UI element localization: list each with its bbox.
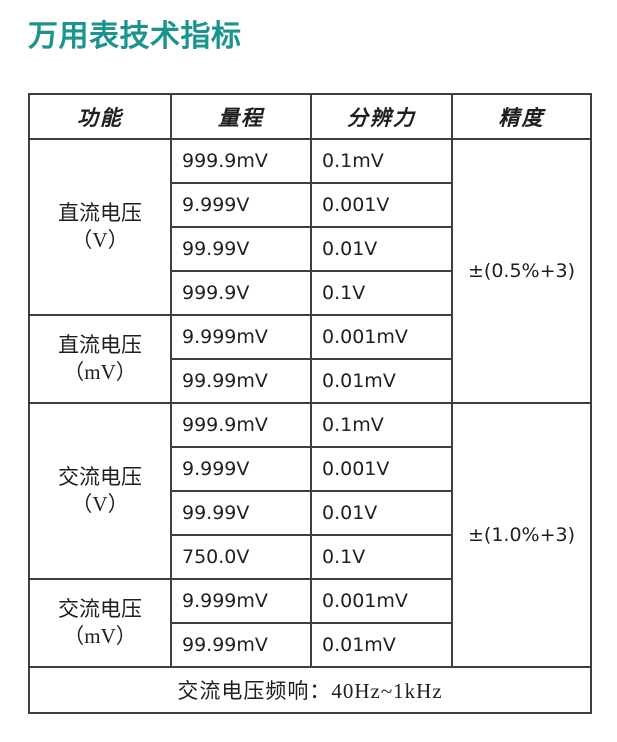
table-row: 99.99V 0.01V <box>29 490 591 536</box>
resolution-cell: 0.1mV <box>310 138 453 184</box>
table-row: 999.9V 0.1V <box>29 270 591 316</box>
table-row: 交流电压 （V） 999.9mV 0.1mV ±(1.0%+3) <box>28 402 592 668</box>
table-row: 99.99mV 0.01mV <box>29 622 591 668</box>
table-row: 9.999V 0.001V <box>29 182 591 228</box>
table-footer-row: 交流电压频响：40Hz~1kHz <box>28 666 592 714</box>
range-cell: 999.9mV <box>170 402 312 448</box>
header-range: 量程 <box>170 93 312 140</box>
resolution-cell: 0.1V <box>310 270 453 316</box>
table-row: 9.999V 0.001V <box>29 446 591 492</box>
header-accuracy: 精度 <box>451 93 592 140</box>
function-cell-dc-v: 直流电压 （V） <box>28 138 172 316</box>
range-cell: 9.999mV <box>170 578 312 624</box>
table-header-row: 功能 量程 分辨力 精度 <box>28 93 592 140</box>
table-row: 交流电压 （mV） 9.999mV 0.001mV <box>28 578 591 668</box>
range-cell: 9.999V <box>170 182 312 228</box>
header-function: 功能 <box>28 93 172 140</box>
resolution-cell: 0.1mV <box>310 402 453 448</box>
range-cell: 99.99V <box>170 226 312 272</box>
resolution-cell: 0.01mV <box>310 358 453 404</box>
range-cell: 99.99mV <box>170 358 312 404</box>
resolution-cell: 0.001mV <box>310 314 453 360</box>
function-name: 交流电压 <box>58 464 142 489</box>
resolution-cell: 0.1V <box>310 534 453 580</box>
range-cell: 999.9mV <box>170 138 312 184</box>
table-row: 99.99mV 0.01mV <box>29 358 591 404</box>
function-cell-dc-mv: 直流电压 （mV） <box>28 314 172 404</box>
table-row: 99.99V 0.01V <box>29 226 591 272</box>
resolution-cell: 0.01V <box>310 490 453 536</box>
function-unit: （V） <box>71 492 129 516</box>
function-name: 直流电压 <box>58 200 142 225</box>
resolution-cell: 0.01V <box>310 226 453 272</box>
resolution-cell: 0.001V <box>310 182 453 228</box>
table-row: 750.0V 0.1V <box>29 534 591 580</box>
function-name: 直流电压 <box>58 332 142 357</box>
resolution-cell: 0.001mV <box>310 578 453 624</box>
range-cell: 999.9V <box>170 270 312 316</box>
function-unit: （V） <box>71 228 129 252</box>
function-unit: （mV） <box>63 360 137 384</box>
function-unit: （mV） <box>63 624 137 648</box>
range-cell: 9.999mV <box>170 314 312 360</box>
header-resolution: 分辨力 <box>310 93 453 140</box>
range-cell: 99.99V <box>170 490 312 536</box>
function-name: 交流电压 <box>58 596 142 621</box>
resolution-cell: 0.01mV <box>310 622 453 668</box>
table-row: 直流电压 （V） 999.9mV 0.1mV ±(0.5%+3) <box>28 138 592 404</box>
accuracy-cell-ac: ±(1.0%+3) <box>451 402 592 668</box>
accuracy-cell-dc: ±(0.5%+3) <box>451 138 592 404</box>
frequency-response-note: 交流电压频响：40Hz~1kHz <box>28 666 592 714</box>
page-title: 万用表技术指标 <box>28 20 242 53</box>
table-row: 直流电压 （mV） 9.999mV 0.001mV <box>28 314 591 404</box>
spec-table: 功能 量程 分辨力 精度 直流电压 （V） 999.9mV 0.1mV ±(0.… <box>28 93 592 714</box>
resolution-cell: 0.001V <box>310 446 453 492</box>
range-cell: 750.0V <box>170 534 312 580</box>
function-cell-ac-v: 交流电压 （V） <box>28 402 172 580</box>
function-cell-ac-mv: 交流电压 （mV） <box>28 578 172 668</box>
range-cell: 9.999V <box>170 446 312 492</box>
range-cell: 99.99mV <box>170 622 312 668</box>
